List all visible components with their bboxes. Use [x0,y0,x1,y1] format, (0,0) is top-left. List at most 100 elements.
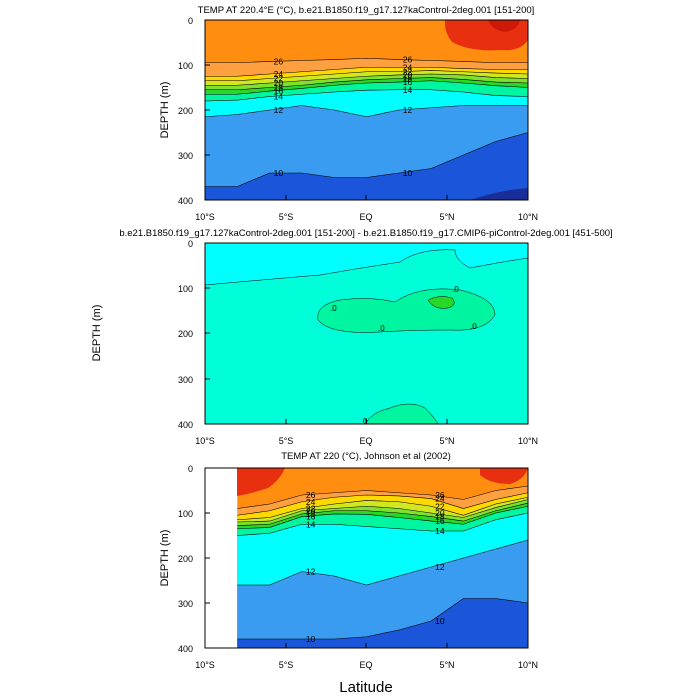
panel-3-ytick-label: 200 [178,554,193,564]
isotherm-label: 22 [435,501,445,511]
isotherm-14 [205,89,528,102]
panel-1-ytick-label: 300 [178,151,193,161]
panel-3-ylabel: DEPTH (m) [159,530,171,587]
isotherm-label: 10 [435,616,445,626]
panel-3-xtick-label: EQ [359,660,372,670]
panel-2-yticks: 0 100 200 300 400 [178,239,210,430]
isotherm-18 [205,77,528,91]
panel-1-yticks: 0 100 200 300 400 [178,16,210,206]
isotherm-label: 18 [306,509,316,519]
panel-3-xtick-label: 10°S [195,660,215,670]
isotherm-label: 16 [306,512,316,522]
panel-2-ytick-label: 300 [178,375,193,385]
panel-2-ytick-label: 400 [178,420,193,430]
panel-1-ytick-label: 400 [178,196,193,206]
isotherm-26 [205,57,528,64]
isotherm-24 [205,66,528,77]
isotherm-label: 14 [306,519,316,529]
isotherm-label: 20 [403,70,413,80]
panel-2-bottom-region [364,403,439,424]
panel-3-ytick-label: 400 [178,644,193,654]
panel-1: TEMP AT 220.4°E (°C), b.e21.B1850.f19_g1… [159,5,538,222]
panel-2-ylabel: DEPTH (m) [91,305,103,362]
isotherm-label: 10 [403,168,413,178]
panel-2-ytick-label: 0 [188,239,193,249]
isotherm-label: 26 [306,490,316,500]
panel-2-contour-label: .0 [452,285,459,294]
isotherm-label: 14 [403,85,413,95]
panel-1-xtick-label: 5°N [439,212,454,222]
isotherm-22 [237,496,528,521]
isotherm-24 [237,492,528,516]
isotherm-label: 10 [274,168,284,178]
panel-1-ytick-label: 0 [188,16,193,26]
isotherm-20 [205,73,528,86]
panel-1-ytick-label: 200 [178,106,193,116]
isotherm-label: 20 [435,508,445,518]
panel-3-xtick-label: 10°N [518,660,538,670]
isotherm-label: 12 [274,105,284,115]
x-axis-label: Latitude [339,679,392,696]
panel-3-xtick-label: 5°N [439,660,454,670]
isotherm-label: 18 [274,83,284,93]
isotherm-10 [205,132,528,187]
isotherm-label: 18 [403,74,413,84]
panel-1-xtick-label: 10°S [195,212,215,222]
panel-1-xticks: 10°S 5°S EQ 5°N 10°N [195,195,538,222]
panel-1-xtick-label: EQ [359,212,372,222]
panel-2-xtick-label: 5°N [439,436,454,446]
panel-3-hotspot [237,468,285,496]
panel-1-hotspot-inner [488,20,520,32]
panel-3-ytick-label: 100 [178,509,193,519]
panel-1-deep-patch [470,188,528,200]
panel-2-xticks: 10°S 5°S EQ 5°N 10°N [195,419,538,446]
isotherm-16 [205,80,528,95]
isotherm-label: 22 [403,67,413,77]
isotherm-20 [237,499,528,523]
isotherm-18 [237,502,528,526]
isotherm-12 [205,105,528,118]
panel-2-xtick-label: EQ [359,436,372,446]
panel-2-xtick-label: 5°S [279,436,294,446]
panel-3-ytick-label: 300 [178,599,193,609]
isotherm-label: 12 [306,567,316,577]
isotherm-label: 20 [306,506,316,516]
panel-2-anomaly-core [427,296,455,309]
panel-2-title: b.e21.B1850.f19_g17.127kaControl-2deg.00… [119,228,612,239]
contour-band-10 [237,598,528,648]
isotherm-label: 24 [403,62,413,72]
panel-2-xtick-label: 10°S [195,436,215,446]
panel-3-xticks: 10°S 5°S EQ 5°N 10°N [195,643,538,670]
isotherm-label: 22 [306,504,316,514]
isotherm-label: 12 [435,562,445,572]
panel-2: b.e21.B1850.f19_g17.127kaControl-2deg.00… [91,228,613,446]
panel-2-contour-fill: .0 .0 .0 .0 0 [205,243,528,424]
panel-2-contour-label: .0 [470,322,477,331]
panel-1-ylabel: DEPTH (m) [159,82,171,139]
isotherm-label: 12 [403,105,413,115]
panel-3-yticks: 0 100 200 300 400 [178,464,210,654]
isotherm-12 [237,539,528,586]
panel-2-xtick-label: 10°N [518,436,538,446]
panel-1-xtick-label: 5°S [279,212,294,222]
panel-3-hotspot [480,468,528,484]
isotherm-label: 16 [435,516,445,526]
isotherm-label: 24 [435,494,445,504]
isotherm-label: 16 [274,86,284,96]
panel-1-ytick-label: 100 [178,61,193,71]
isotherm-label: 22 [274,74,284,84]
panel-1-title: TEMP AT 220.4°E (°C), b.e21.B1850.f19_g1… [198,5,535,16]
isotherm-label: 20 [274,78,284,88]
isotherm-label: 24 [274,69,284,79]
isotherm-label: 26 [403,55,413,65]
panel-2-positive-region [205,243,528,286]
isotherm-label: 14 [435,526,445,536]
contour-band-10 [205,132,528,200]
panel-3-ytick-label: 0 [188,464,193,474]
isotherm-label: 14 [274,92,284,102]
isotherm-label: 10 [306,634,316,644]
isotherm-label: 18 [435,512,445,522]
panel-1-xtick-label: 10°N [518,212,538,222]
